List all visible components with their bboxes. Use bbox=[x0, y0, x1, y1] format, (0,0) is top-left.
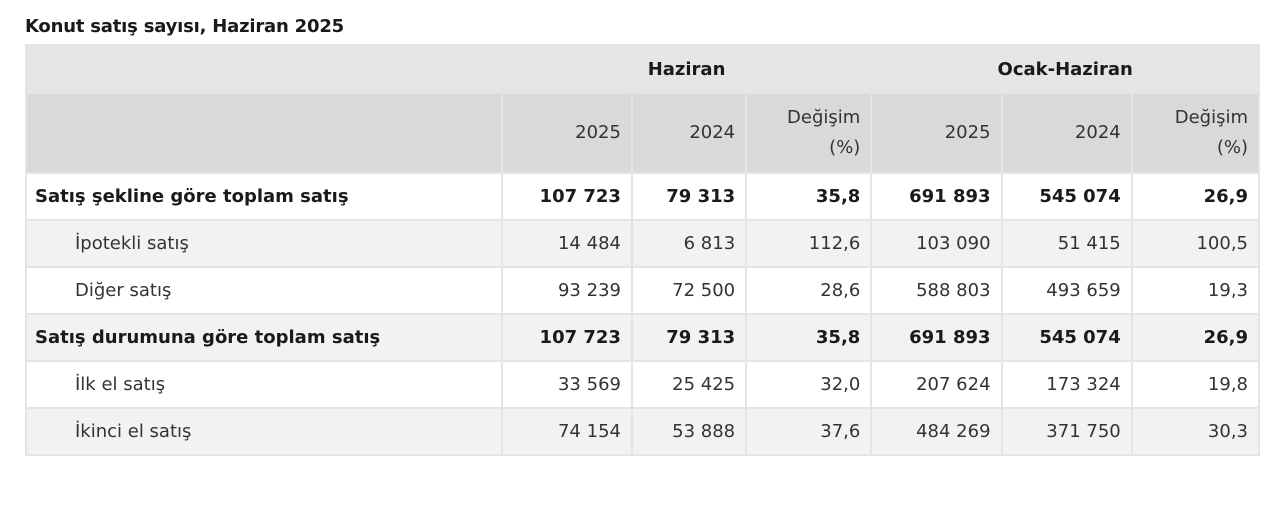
header-ocak-haziran-2024: 2024 bbox=[1000, 92, 1133, 174]
cell-haziran-2024: 72 500 bbox=[630, 266, 748, 315]
header-change-label: Değişim bbox=[1174, 107, 1248, 128]
cell-haziran-2024: 6 813 bbox=[630, 219, 748, 268]
cell-haziran-change: 28,6 bbox=[745, 266, 873, 315]
header-group-ocak-haziran: Ocak-Haziran bbox=[870, 44, 1260, 94]
row-label: Satış durumuna göre toplam satış bbox=[25, 313, 503, 362]
cell-haziran-2025: 107 723 bbox=[500, 313, 633, 362]
table-title: Konut satış sayısı, Haziran 2025 bbox=[25, 16, 344, 37]
cell-ocak-haziran-2024: 545 074 bbox=[1000, 172, 1133, 221]
cell-ocak-haziran-2025: 103 090 bbox=[870, 219, 1003, 268]
cell-ocak-haziran-change: 26,9 bbox=[1130, 172, 1261, 221]
table-row: İlk el satış 33 569 25 425 32,0 207 624 … bbox=[25, 360, 1261, 409]
cell-ocak-haziran-2025: 207 624 bbox=[870, 360, 1003, 409]
header-ocak-haziran-2025: 2025 bbox=[870, 92, 1003, 174]
cell-ocak-haziran-2025: 588 803 bbox=[870, 266, 1003, 315]
row-label: İlk el satış bbox=[25, 360, 503, 409]
header-haziran-change: Değişim (%) bbox=[745, 92, 873, 174]
table-row: Diğer satış 93 239 72 500 28,6 588 803 4… bbox=[25, 266, 1261, 315]
cell-haziran-2025: 33 569 bbox=[500, 360, 633, 409]
header-haziran-2025: 2025 bbox=[500, 92, 633, 174]
header-change-label: Değişim bbox=[787, 107, 861, 128]
header-change-unit: (%) bbox=[1216, 137, 1248, 158]
table-row: İpotekli satış 14 484 6 813 112,6 103 09… bbox=[25, 219, 1261, 268]
cell-ocak-haziran-2024: 371 750 bbox=[1000, 407, 1133, 456]
row-label: Satış şekline göre toplam satış bbox=[25, 172, 503, 221]
header-empty-cell bbox=[25, 44, 503, 94]
cell-haziran-change: 35,8 bbox=[745, 313, 873, 362]
cell-ocak-haziran-2025: 691 893 bbox=[870, 172, 1003, 221]
header-ocak-haziran-change: Değişim (%) bbox=[1130, 92, 1261, 174]
cell-ocak-haziran-2024: 51 415 bbox=[1000, 219, 1133, 268]
cell-ocak-haziran-2024: 173 324 bbox=[1000, 360, 1133, 409]
cell-ocak-haziran-2025: 691 893 bbox=[870, 313, 1003, 362]
row-label: İpotekli satış bbox=[25, 219, 503, 268]
cell-haziran-2025: 74 154 bbox=[500, 407, 633, 456]
row-label: İkinci el satış bbox=[25, 407, 503, 456]
cell-ocak-haziran-change: 19,8 bbox=[1130, 360, 1261, 409]
cell-haziran-change: 37,6 bbox=[745, 407, 873, 456]
cell-ocak-haziran-change: 30,3 bbox=[1130, 407, 1261, 456]
cell-haziran-2024: 79 313 bbox=[630, 172, 748, 221]
table-row: İkinci el satış 74 154 53 888 37,6 484 2… bbox=[25, 407, 1261, 456]
header-column-row: 2025 2024 Değişim (%) 2025 2024 Değişim (%… bbox=[25, 92, 1261, 174]
housing-sales-table: Haziran Ocak-Haziran 2025 2024 Değişim (%… bbox=[25, 44, 1261, 456]
cell-ocak-haziran-change: 19,3 bbox=[1130, 266, 1261, 315]
cell-haziran-2025: 107 723 bbox=[500, 172, 633, 221]
cell-haziran-2024: 25 425 bbox=[630, 360, 748, 409]
cell-haziran-change: 35,8 bbox=[745, 172, 873, 221]
header-haziran-2024: 2024 bbox=[630, 92, 748, 174]
table-row: Satış şekline göre toplam satış 107 723 … bbox=[25, 172, 1261, 221]
row-label: Diğer satış bbox=[25, 266, 503, 315]
cell-ocak-haziran-2025: 484 269 bbox=[870, 407, 1003, 456]
cell-ocak-haziran-2024: 545 074 bbox=[1000, 313, 1133, 362]
cell-ocak-haziran-2024: 493 659 bbox=[1000, 266, 1133, 315]
table-row: Satış durumuna göre toplam satış 107 723… bbox=[25, 313, 1261, 362]
header-change-unit: (%) bbox=[829, 137, 861, 158]
cell-ocak-haziran-change: 100,5 bbox=[1130, 219, 1261, 268]
cell-haziran-2024: 79 313 bbox=[630, 313, 748, 362]
header-group-row: Haziran Ocak-Haziran bbox=[25, 44, 1260, 94]
cell-haziran-2024: 53 888 bbox=[630, 407, 748, 456]
cell-haziran-change: 32,0 bbox=[745, 360, 873, 409]
cell-haziran-2025: 14 484 bbox=[500, 219, 633, 268]
cell-ocak-haziran-change: 26,9 bbox=[1130, 313, 1261, 362]
header-empty-cell bbox=[25, 92, 503, 174]
cell-haziran-2025: 93 239 bbox=[500, 266, 633, 315]
header-group-haziran: Haziran bbox=[500, 44, 873, 94]
cell-haziran-change: 112,6 bbox=[745, 219, 873, 268]
